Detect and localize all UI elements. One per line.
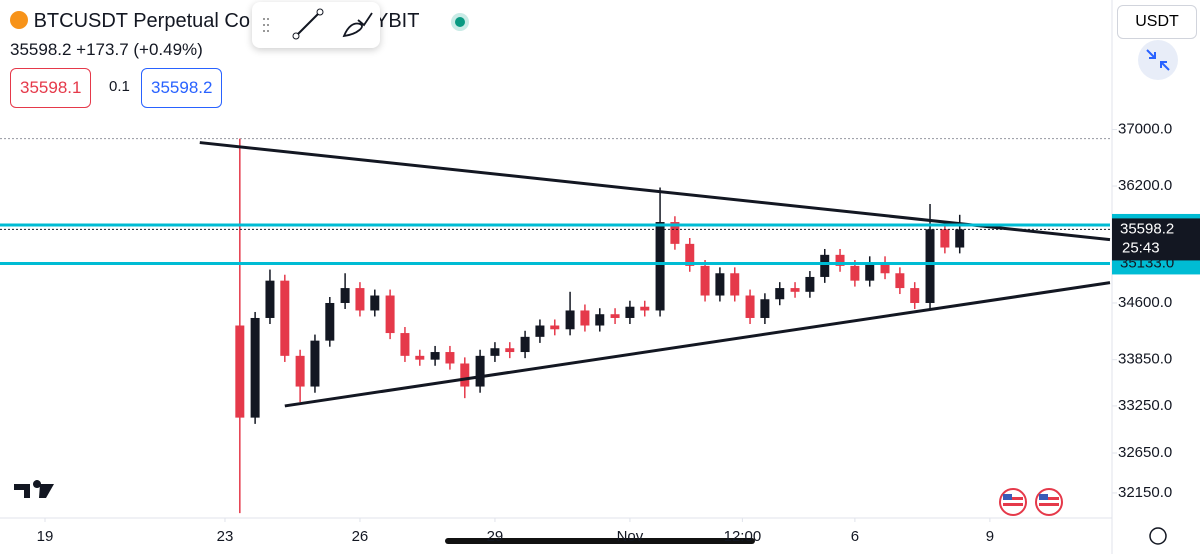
x-tick-label: 9 — [986, 528, 994, 545]
coin-icon — [10, 11, 28, 29]
candle-body — [655, 222, 665, 311]
drawing-toolbar — [252, 2, 380, 48]
toolbar-icons — [263, 8, 373, 40]
candle-body — [565, 310, 575, 330]
collapse-button[interactable] — [1138, 40, 1178, 80]
trendline — [199, 141, 1111, 242]
last-price-tag — [1112, 218, 1200, 261]
candle-body — [235, 325, 245, 418]
x-tick-label: Nov — [617, 528, 644, 545]
candle-body — [355, 288, 365, 311]
candle-body — [835, 254, 845, 266]
y-tick-label: 34600.0 — [1118, 294, 1172, 311]
candle-body — [550, 325, 560, 330]
candle-body — [535, 325, 545, 337]
collapse-icon — [1146, 49, 1170, 71]
candle-body — [460, 363, 470, 387]
buy-button[interactable]: 35598.2 — [141, 68, 223, 108]
x-tick-label: 6 — [851, 528, 859, 545]
candle-body — [850, 265, 860, 281]
plot — [0, 138, 1111, 514]
candle-body — [880, 262, 890, 274]
candle-body — [715, 273, 725, 296]
trendline — [284, 281, 1111, 408]
candle-body — [940, 229, 950, 248]
candle-body — [520, 336, 530, 353]
x-tick-label: 23 — [217, 528, 234, 545]
candle-body — [790, 288, 800, 292]
candle-body — [340, 288, 350, 303]
candle-body — [775, 288, 785, 300]
candle-body — [595, 314, 605, 326]
status-dot — [451, 13, 469, 31]
x-tick-label: 12:00 — [724, 528, 762, 545]
candle-body — [625, 306, 635, 318]
candle-body — [415, 355, 425, 360]
flag-icon[interactable] — [999, 488, 1027, 516]
sell-button[interactable]: 35598.1 — [10, 68, 92, 108]
candle-body — [445, 352, 455, 364]
candle-body — [955, 229, 965, 248]
candle-body — [475, 355, 485, 387]
symbol: BTCUSDT Perpetual Co — [33, 10, 250, 32]
candle-body — [865, 262, 875, 281]
candle-body — [505, 348, 515, 353]
candle-body — [580, 310, 590, 326]
currency-selector[interactable]: USDT — [1117, 5, 1197, 39]
candle-body — [310, 340, 320, 387]
candle-body — [640, 306, 650, 311]
flag-icon[interactable] — [1035, 488, 1063, 516]
candle-body — [910, 288, 920, 303]
tv-logo — [14, 480, 54, 498]
candle-body — [670, 222, 680, 244]
candle-body — [430, 352, 440, 360]
quote-line: 35598.2 +173.7 (+0.49%) — [10, 40, 203, 59]
y-tick-label: 33250.0 — [1118, 397, 1172, 414]
candle-body — [610, 314, 620, 318]
y-tick-label: 37000.0 — [1118, 120, 1172, 137]
x-tick-label: 26 — [352, 528, 369, 545]
x-tick-label: 29 — [487, 528, 504, 545]
x-tick-label: 19 — [37, 528, 54, 545]
symbol-row: BTCUSDT Perpetual Co — [10, 10, 250, 33]
settings-icon[interactable] — [1149, 527, 1167, 545]
y-tick-label: 32150.0 — [1118, 484, 1172, 501]
candle-body — [370, 295, 380, 311]
candle-body — [925, 229, 935, 303]
scroll-pill[interactable] — [445, 538, 755, 544]
y-tick-label: 32650.0 — [1118, 444, 1172, 461]
candle-body — [820, 254, 830, 277]
candle-body — [385, 295, 395, 334]
candle-body — [325, 302, 335, 341]
candle-body — [805, 276, 815, 292]
candle-body — [685, 243, 695, 266]
candle-body — [280, 280, 290, 356]
candle-body — [700, 265, 710, 296]
spread: 0.1 — [109, 78, 130, 95]
last-price-label: 35598.2 — [1120, 220, 1174, 237]
candle-body — [730, 273, 740, 296]
candle-body — [760, 299, 770, 318]
candle-body — [745, 295, 755, 318]
candle-body — [295, 355, 305, 387]
candle-body — [400, 333, 410, 356]
countdown: 25:43 — [1122, 239, 1160, 256]
y-tick-label: 33850.0 — [1118, 351, 1172, 368]
exchange: YBIT — [375, 10, 420, 32]
candle-body — [250, 317, 260, 418]
candle-body — [490, 348, 500, 356]
y-tick-label: 36200.0 — [1118, 177, 1172, 194]
candle-body — [265, 280, 275, 318]
candle-body — [895, 273, 905, 289]
